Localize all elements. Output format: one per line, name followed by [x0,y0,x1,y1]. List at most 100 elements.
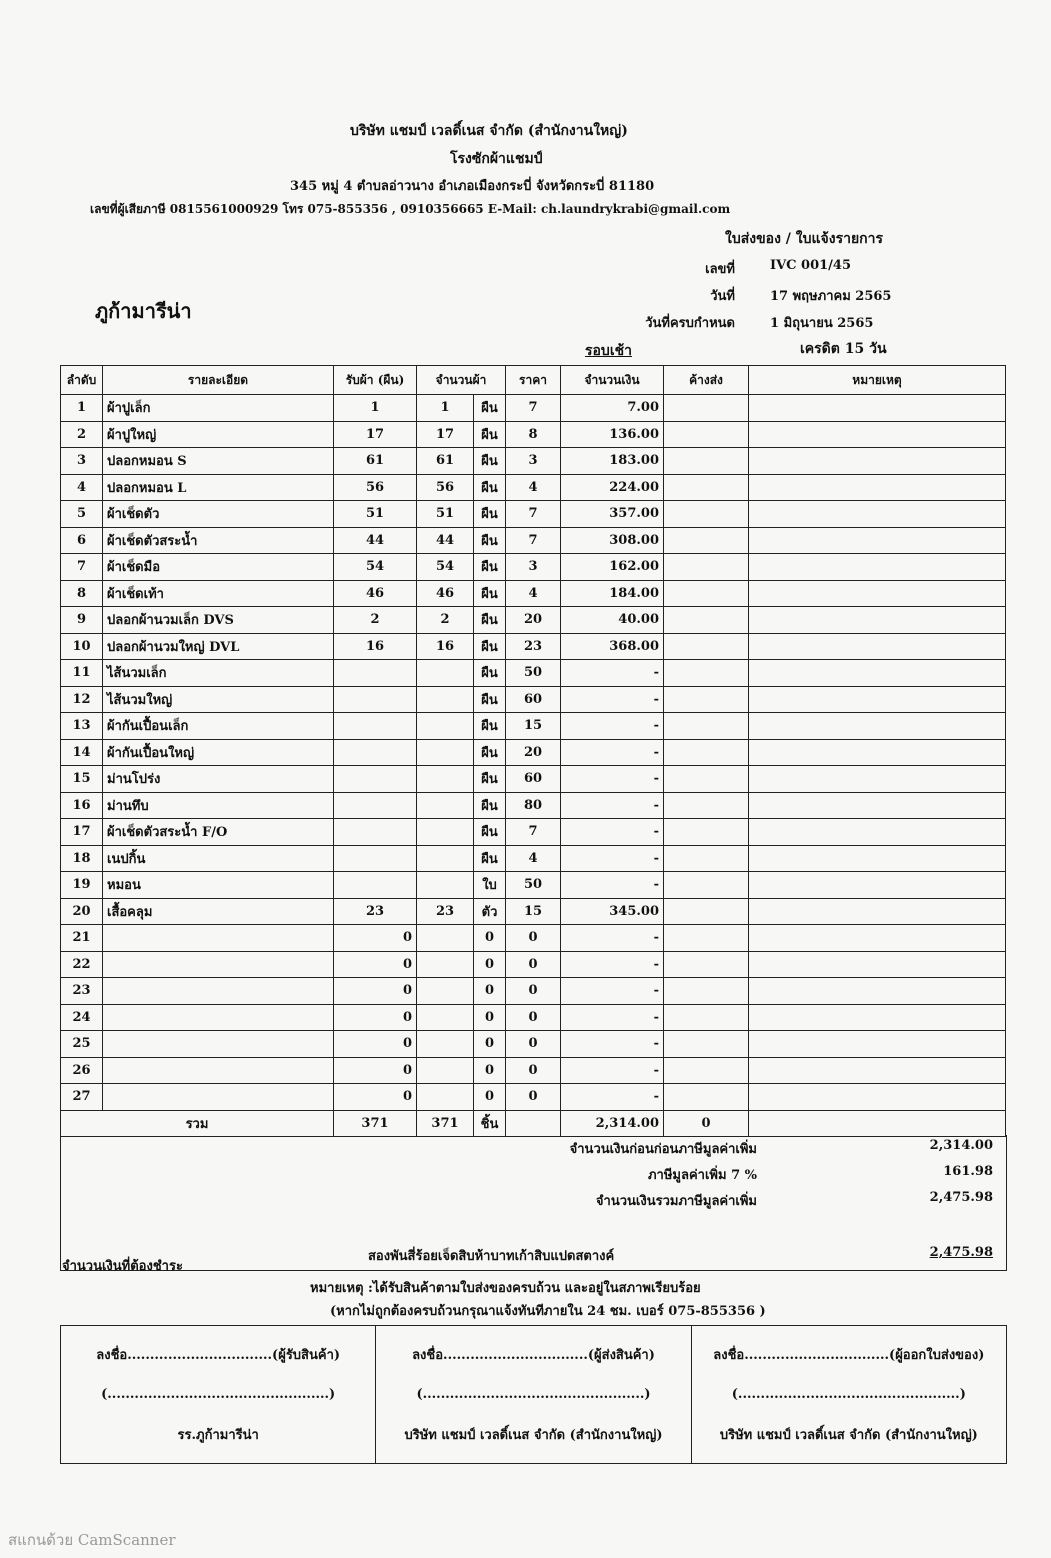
cell [416,871,474,899]
cell [663,1083,749,1111]
footer: สแกนด้วย CamScanner [8,1531,176,1549]
cell [748,765,1006,793]
cell [416,765,474,793]
cell [505,1109,561,1137]
cell: 17 [333,420,417,448]
cell: ไส้นวมใหญ่ [102,685,334,713]
cell [748,977,1006,1005]
cell: 368.00 [560,632,664,660]
cell: 3 [505,553,561,581]
cell: ผืน [473,818,506,846]
cell [416,685,474,713]
cell [748,844,1006,872]
cell [663,606,749,634]
cell: 10 [60,632,103,660]
signature-box: ลงชื่อ................................(ผ… [376,1326,692,1463]
signature-line: บริษัท แชมป์ เวลดิ์เนส จำกัด (สำนักงานให… [719,1428,978,1443]
cell: 12 [60,685,103,713]
cell [333,765,417,793]
cell: ปลอกผ้านวมใหญ่ DVL [102,632,334,660]
payable-amount: 2,475.98 [929,1245,993,1260]
meta-value: IVC 001/45 [770,258,852,273]
cell: 56 [416,473,474,501]
cell: 184.00 [560,579,664,607]
cell: 23 [416,897,474,925]
cell [748,1030,1006,1058]
cell [663,579,749,607]
cell [333,738,417,766]
cell: 17 [60,818,103,846]
item-row: 6 ผ้าเช็ดตัวสระน้ำ 44 44 ผืน 7 308.00 [60,526,1006,554]
cell [748,791,1006,819]
item-row: 15 ม่านโปร่ง ผืน 60- [60,765,1006,793]
item-row: 10 ปลอกผ้านวมใหญ่ DVL 16 16 ผืน 23 368.00 [60,632,1006,660]
cell: 4 [505,473,561,501]
round: รอบเช้า [585,343,632,359]
cell: - [560,1003,664,1031]
cell: 0 [505,924,561,952]
cell: 16 [60,791,103,819]
cell: ปลอกหมอน S [102,447,334,475]
cell [663,950,749,978]
cell: ผืน [473,712,506,740]
item-row: 14 ผ้ากันเปื้อนใหญ่ ผืน 20- [60,738,1006,766]
cell: 4 [505,579,561,607]
cell [333,685,417,713]
cell: 51 [416,500,474,528]
cell [748,632,1006,660]
note-2: (หากไม่ถูกต้องครบถ้วนกรุณาแจ้งทันทีภายใน… [330,1304,766,1319]
cell: 23 [60,977,103,1005]
cell: 183.00 [560,447,664,475]
cell: 15 [60,765,103,793]
cell: 4 [505,844,561,872]
cell: 23 [505,632,561,660]
cell [102,1083,334,1111]
cell: 54 [333,553,417,581]
item-row: 25 0 0 0- [60,1030,1006,1058]
cell [748,738,1006,766]
item-row: 1 ผ้าปูเล็ก 1 1 ผืน 7 7.00 [60,394,1006,422]
cell: 14 [60,738,103,766]
cell: 0 [505,977,561,1005]
cell: 0 [505,1083,561,1111]
cell: 1 [416,394,474,422]
cell [663,791,749,819]
cell: 25 [60,1030,103,1058]
cell: 16 [416,632,474,660]
cell: ผ้าเช็ดมือ [102,553,334,581]
cell: ปลอกหมอน L [102,473,334,501]
cell [416,659,474,687]
cell [416,977,474,1005]
cell: 136.00 [560,420,664,448]
cell: - [560,950,664,978]
meta-label: วันที่ครบกำหนด [645,316,735,331]
cell [663,526,749,554]
cell: ผืน [473,632,506,660]
item-row: 26 0 0 0- [60,1056,1006,1084]
cell: 162.00 [560,553,664,581]
cell: 17 [416,420,474,448]
cell [748,1083,1006,1111]
cell: 26 [60,1056,103,1084]
cell: - [560,738,664,766]
cell [748,1003,1006,1031]
cell: - [560,791,664,819]
cell [663,473,749,501]
item-row: 7 ผ้าเช็ดมือ 54 54 ผืน 3 162.00 [60,553,1006,581]
cell: - [560,1030,664,1058]
cell: 60 [505,765,561,793]
cell: ใบ [473,871,506,899]
cell [748,659,1006,687]
cell: 0 [333,1083,417,1111]
cell: 7 [505,394,561,422]
cell: ผ้ากันเปื้อนเล็ก [102,712,334,740]
cell: ม่านโปร่ง [102,765,334,793]
cell [416,738,474,766]
item-row: 4 ปลอกหมอน L 56 56 ผืน 4 224.00 [60,473,1006,501]
cell: - [560,818,664,846]
column-header: ค้างส่ง [663,365,749,395]
payable-label: จำนวนเงินที่ต้องชำระ [62,1259,183,1274]
total-amount: 2,314.00 [560,1109,664,1137]
cell [748,394,1006,422]
cell: 18 [60,844,103,872]
